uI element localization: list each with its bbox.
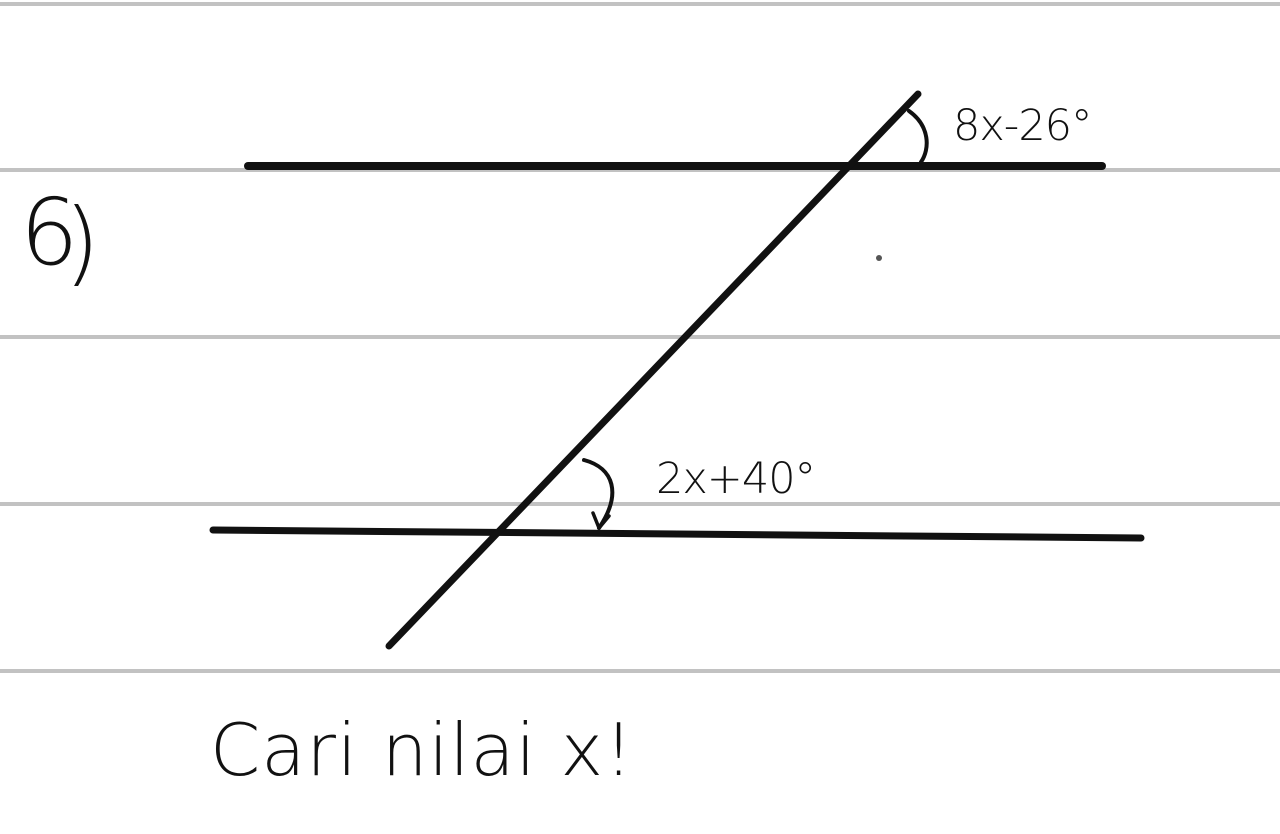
problem-number: 6: [20, 179, 79, 286]
ink-dot: [876, 255, 882, 261]
parallel-lines-diagram: [209, 90, 1145, 650]
angle-labels: 8x-26° 2x+40°: [656, 101, 1093, 504]
lower-angle-arc: [582, 458, 615, 530]
transversal-line: [385, 90, 922, 650]
lower-angle-label: 2x+40°: [656, 454, 815, 504]
lower-angle-arrowhead: [591, 511, 611, 530]
instruction-text: Cari nilai x!: [210, 708, 634, 792]
problem-bracket: ): [64, 189, 100, 296]
upper-angle-arc: [907, 109, 929, 164]
lower-parallel-line: [209, 526, 1145, 542]
problem-label: 6 ): [20, 179, 100, 296]
upper-angle-label: 8x-26°: [953, 101, 1092, 151]
